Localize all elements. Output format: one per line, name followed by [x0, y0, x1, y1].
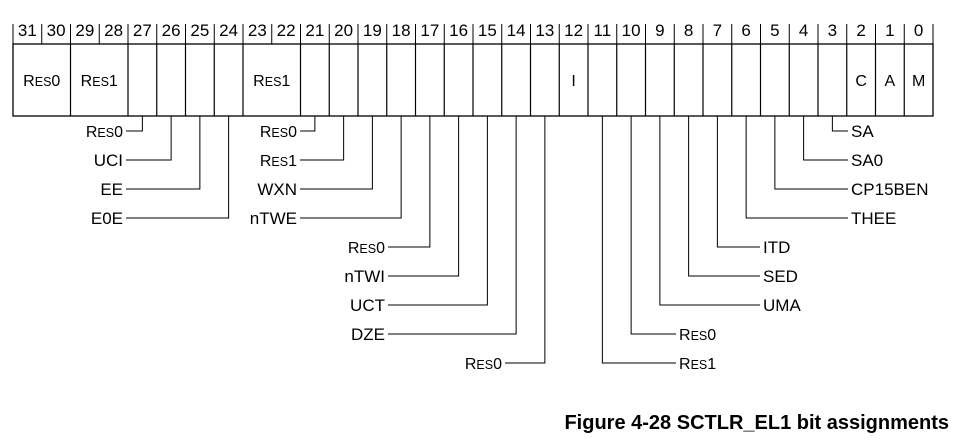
callout-label: SED: [763, 267, 798, 286]
bit-number: 0: [914, 21, 923, 40]
callout-label: RES0: [260, 124, 297, 141]
figure-caption: Figure 4-28 SCTLR_EL1 bit assignments: [564, 412, 949, 434]
callout-leader: [774, 116, 848, 190]
callout-leader: [745, 116, 848, 219]
callout-leader: [300, 116, 316, 132]
bit-number: 19: [363, 21, 382, 40]
bit-number: 18: [392, 21, 411, 40]
callout-labels: RES0 UCI EE E0E RES0 RES1 WXN nTWE RES0 nTWI UCT DZ…: [86, 122, 929, 373]
bit-number: 3: [828, 21, 837, 40]
field-dividers: [69, 44, 905, 116]
callout-leader: [630, 116, 676, 335]
bit-number: 5: [770, 21, 779, 40]
field-label: I: [571, 73, 575, 90]
field-label: A: [885, 73, 896, 90]
bit-number: 7: [713, 21, 722, 40]
callout-leader: [388, 116, 460, 277]
callout-leader: [388, 116, 431, 248]
bit-number: 23: [248, 21, 267, 40]
field-label: C: [855, 73, 867, 90]
callout-label: CP15BEN: [851, 180, 928, 199]
bit-number: 2: [856, 21, 865, 40]
callout-leader: [803, 116, 848, 161]
callout-label: WXN: [257, 180, 297, 199]
callout-leader: [126, 116, 230, 219]
bit-number: 21: [305, 21, 324, 40]
callout-leader: [388, 116, 517, 335]
callout-label: RES1: [679, 356, 716, 373]
callout-leader: [505, 116, 546, 364]
field-labels: RES0 RES1 RES1 I C A M: [23, 73, 925, 90]
bit-number: 10: [622, 21, 641, 40]
bit-number: 16: [449, 21, 468, 40]
bit-number: 9: [655, 21, 664, 40]
callout-label: ITD: [763, 238, 790, 257]
field-label: RES1: [253, 73, 290, 90]
callout-leaders: [126, 116, 848, 364]
callout-label: RES0: [348, 240, 385, 257]
bit-number: 15: [478, 21, 497, 40]
callout-label: nTWE: [250, 209, 297, 228]
callout-leader: [126, 116, 172, 161]
bit-number: 14: [507, 21, 526, 40]
bit-number: 25: [190, 21, 209, 40]
field-label: RES1: [81, 73, 118, 90]
callout-leader: [831, 116, 848, 132]
bit-number: 22: [277, 21, 296, 40]
callout-label: THEE: [851, 209, 896, 228]
bit-number: 31: [18, 21, 37, 40]
bit-number: 6: [741, 21, 750, 40]
callout-leader: [388, 116, 488, 306]
bit-number: 8: [684, 21, 693, 40]
callout-label: RES0: [679, 327, 716, 344]
field-label: RES0: [23, 73, 60, 90]
callout-label: RES1: [260, 153, 297, 170]
bit-number: 24: [219, 21, 238, 40]
bit-number: 30: [47, 21, 66, 40]
bit-number: 29: [75, 21, 94, 40]
bit-number: 20: [334, 21, 353, 40]
bit-number: 1: [885, 21, 894, 40]
callout-leader: [300, 116, 345, 161]
callout-leader: [659, 116, 760, 306]
callout-label: SA: [851, 122, 874, 141]
field-label: M: [912, 73, 925, 90]
bit-number-row: 31 30 29 28 27 26 25 24 23 22 21 20 19 18 17 16 15 14 13 12…: [18, 21, 923, 40]
callout-label: UCT: [350, 296, 385, 315]
bit-number: 13: [535, 21, 554, 40]
bit-number: 4: [799, 21, 808, 40]
callout-label: UCI: [94, 151, 123, 170]
callout-leader: [126, 116, 143, 132]
bit-number: 11: [594, 21, 612, 40]
callout-leader: [300, 116, 402, 219]
bit-number: 28: [104, 21, 123, 40]
callout-label: SA0: [851, 151, 883, 170]
callout-leader: [688, 116, 760, 277]
bit-number: 12: [564, 21, 583, 40]
bit-number: 17: [420, 21, 439, 40]
callout-leader: [716, 116, 760, 248]
callout-label: EE: [100, 180, 123, 199]
bit-ticks: [12, 24, 934, 44]
callout-leader: [601, 116, 676, 364]
callout-label: UMA: [763, 296, 801, 315]
callout-leader: [126, 116, 201, 190]
callout-label: nTWI: [344, 267, 385, 286]
callout-label: E0E: [91, 209, 123, 228]
bit-number: 27: [133, 21, 152, 40]
callout-label: RES0: [465, 356, 502, 373]
callout-label: DZE: [351, 325, 385, 344]
callout-leader: [300, 116, 373, 190]
bit-number: 26: [162, 21, 181, 40]
callout-label: RES0: [86, 124, 123, 141]
